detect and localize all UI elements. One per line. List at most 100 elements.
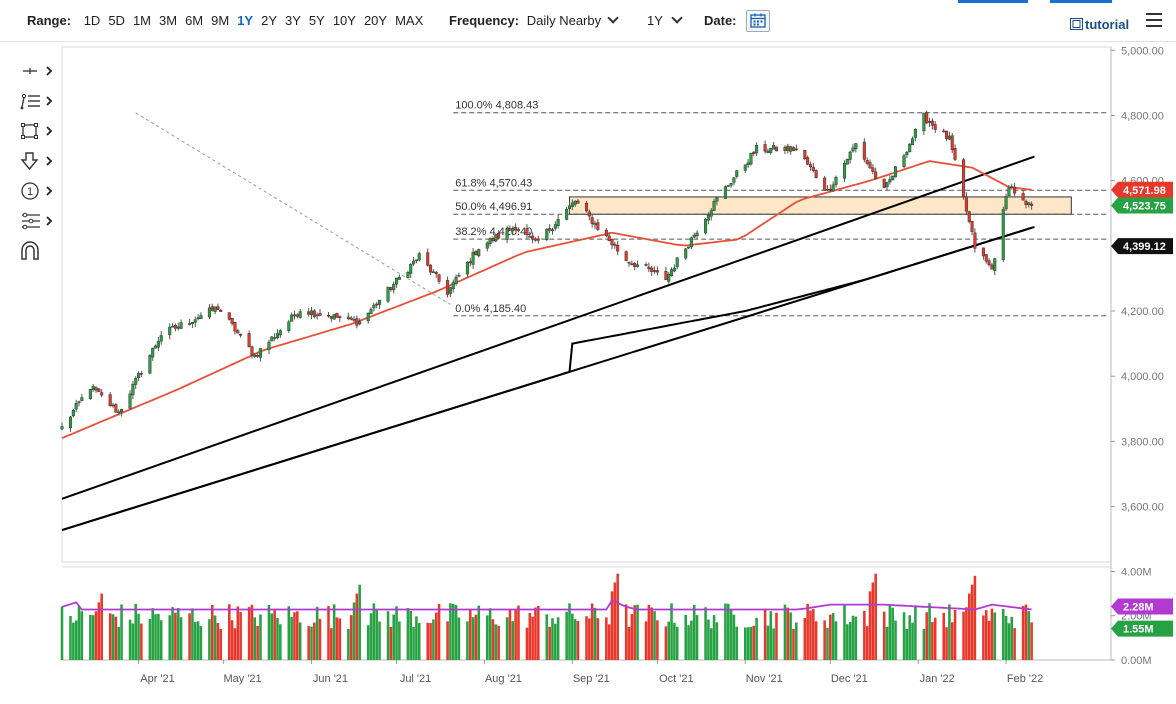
volume-bar — [789, 612, 792, 660]
candle-body — [338, 316, 342, 318]
volume-bar — [196, 621, 200, 660]
candle-body — [732, 177, 736, 183]
range-button-2y[interactable]: 2Y — [261, 13, 277, 28]
volume-bar — [315, 606, 319, 660]
candle-body — [409, 264, 413, 274]
range-button-9m[interactable]: 9M — [211, 13, 230, 28]
volume-bar — [219, 628, 223, 660]
arrow-tool[interactable] — [18, 150, 58, 172]
candle-body — [508, 228, 512, 231]
volume-bar — [60, 606, 64, 660]
volume-bar — [349, 615, 353, 660]
volume-bar — [273, 610, 276, 660]
candle-body — [176, 326, 180, 329]
menu-button[interactable] — [1146, 13, 1162, 27]
range-button-20y[interactable]: 20Y — [363, 13, 388, 28]
tutorial-link[interactable]: tutorial — [1070, 17, 1129, 32]
candle-body — [190, 322, 194, 324]
tutorial-label[interactable]: tutorial — [1085, 17, 1130, 32]
candle-body — [1024, 200, 1028, 205]
volume-bar — [973, 575, 977, 660]
range-button-5y[interactable]: 5Y — [308, 13, 325, 28]
candle-body — [1001, 209, 1005, 260]
candle-body — [358, 321, 362, 325]
candle-body — [488, 238, 492, 245]
frequency-value[interactable]: Daily Nearby — [526, 13, 602, 28]
volume-bar — [588, 618, 591, 660]
period-selector[interactable]: 1Y — [647, 12, 683, 28]
volume-bar — [216, 622, 220, 660]
candle-body — [874, 171, 878, 179]
candle-body — [950, 135, 954, 151]
period-value[interactable]: 1Y — [647, 13, 663, 28]
x-tick-label: Aug '21 — [485, 673, 522, 685]
volume-bar — [318, 618, 322, 660]
candle-body — [590, 217, 594, 224]
candle-body — [553, 224, 557, 229]
magnet-tool[interactable] — [18, 240, 58, 262]
candle-body — [783, 146, 787, 151]
arrow-down-icon — [20, 152, 53, 171]
candle-body — [993, 258, 997, 271]
count-tool[interactable]: 1 — [18, 180, 58, 202]
volume-bar — [871, 582, 875, 660]
volume-bar — [417, 623, 421, 660]
volume-bar — [230, 620, 234, 660]
rectangle-tool[interactable] — [18, 120, 58, 142]
volume-bar — [874, 573, 877, 660]
magnet-icon — [21, 241, 39, 260]
candle-body — [511, 228, 515, 232]
frequency-selector[interactable]: Frequency: Daily Nearby — [449, 12, 619, 28]
volume-bar — [389, 626, 393, 660]
range-button-6m[interactable]: 6M — [185, 13, 204, 28]
candle-body — [871, 167, 875, 172]
candle-body — [786, 145, 790, 151]
volume-bar — [650, 607, 653, 660]
range-button-10y[interactable]: 10Y — [332, 13, 356, 28]
calendar-button[interactable] — [746, 10, 770, 32]
volume-bar — [477, 605, 481, 660]
candle-body — [151, 348, 155, 358]
volume-bar — [426, 622, 430, 660]
range-button-max[interactable]: MAX — [395, 13, 424, 28]
range-button-1m[interactable]: 1M — [132, 13, 151, 28]
volume-bar — [491, 619, 495, 660]
price-badge-bg — [1111, 238, 1173, 255]
volume-tick-label: 4.00M — [1121, 566, 1152, 578]
chevron-down-icon[interactable] — [671, 12, 683, 24]
range-button-1d[interactable]: 1D — [83, 13, 101, 28]
volume-bar — [735, 626, 739, 660]
candle-body — [845, 159, 849, 165]
crosshair-tool[interactable] — [18, 60, 58, 82]
fibonacci-tool[interactable] — [18, 210, 58, 232]
candle-body — [1010, 186, 1014, 188]
fibonacci-label: 50.0% 4,496.91 — [455, 201, 532, 213]
range-selector: Range: 1D 5D 1M 3M 6M 9M 1Y 2Y 3Y 5Y 10Y 20Y MAX — [27, 13, 431, 28]
volume-badge-bg — [1111, 598, 1173, 615]
volume-bar — [931, 621, 934, 660]
y-tick-label: 4,200.00 — [1121, 306, 1164, 318]
chart-toolbar: Range: 1D 5D 1M 3M 6M 9M 1Y 2Y 3Y 5Y 10Y 20Y MAX Fre… — [0, 0, 1176, 42]
volume-bar — [607, 624, 611, 660]
volume-bar — [786, 607, 790, 660]
rectangle-tool-icon — [21, 123, 53, 139]
line-tool[interactable] — [18, 90, 58, 112]
candle-body — [743, 164, 747, 171]
range-button-5d[interactable]: 5D — [108, 13, 125, 28]
volume-bar — [982, 615, 985, 660]
volume-bar — [279, 624, 282, 660]
volume-bar — [358, 584, 361, 660]
volume-bar — [1013, 628, 1016, 660]
range-button-3y[interactable]: 3Y — [285, 13, 301, 28]
candle-body — [536, 238, 540, 241]
range-button-1y[interactable]: 1Y — [237, 13, 254, 28]
candle-body — [270, 336, 274, 342]
candle-body — [684, 248, 688, 259]
candle-body — [913, 129, 917, 138]
candle-body — [120, 409, 124, 413]
candle-body — [352, 319, 356, 321]
range-button-3m[interactable]: 3M — [159, 13, 178, 28]
volume-bar — [474, 614, 478, 660]
fibonacci-label: 61.8% 4,570.43 — [455, 177, 532, 189]
chevron-down-icon[interactable] — [607, 12, 619, 24]
